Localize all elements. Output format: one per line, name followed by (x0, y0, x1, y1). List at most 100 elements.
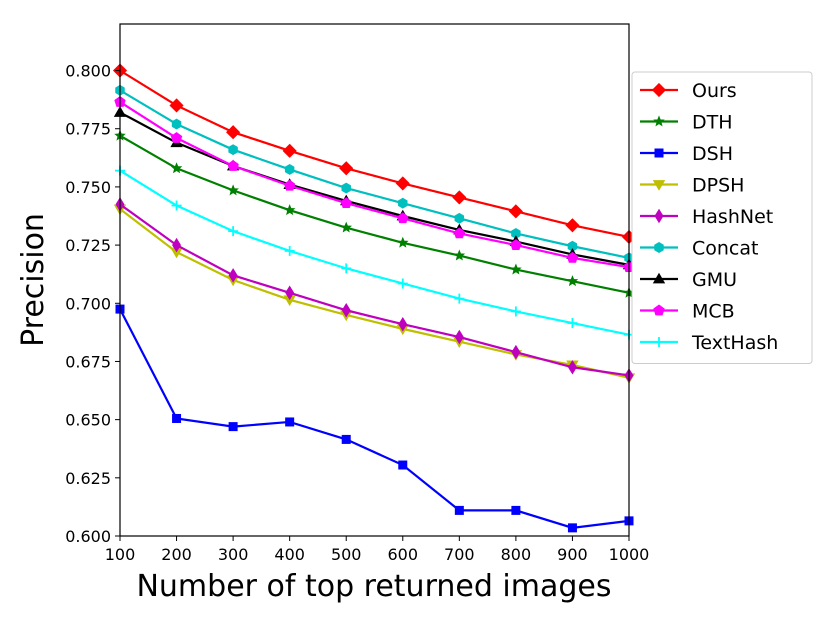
data-point-dsh-500 (341, 434, 351, 444)
x-tick-label: 300 (218, 545, 249, 564)
y-tick-label: 0.750 (65, 178, 111, 197)
data-point-dsh-400 (285, 417, 295, 427)
legend-label-concat: Concat (692, 238, 758, 260)
legend-item-mcb: MCB (640, 301, 735, 323)
series-line-gmu (119, 111, 630, 266)
legend-marker-mcb (653, 304, 665, 316)
data-point-concat-400 (284, 163, 295, 175)
data-point-hashnet-500 (341, 302, 351, 318)
data-point-mcb-500 (340, 197, 352, 209)
legend-marker-texthash (654, 337, 664, 347)
legend-label-ours: Ours (692, 80, 737, 102)
data-point-hashnet-900 (567, 360, 577, 375)
data-point-mcb-800 (510, 239, 522, 250)
plot-frame (119, 23, 630, 537)
series-line-dth (119, 134, 630, 294)
series-texthash (115, 165, 634, 340)
data-point-mcb-200 (170, 132, 183, 143)
legend-item-dth: DTH (640, 112, 733, 134)
series-ours (112, 63, 637, 245)
legend-label-dth: DTH (692, 112, 733, 134)
data-point-ours-500 (339, 161, 354, 176)
data-point-hashnet-800 (511, 344, 521, 360)
data-point-dth-400 (283, 204, 296, 216)
y-tick-label: 0.675 (65, 352, 111, 371)
data-point-hashnet-400 (285, 285, 295, 301)
data-point-mcb-400 (283, 179, 296, 191)
y-tick-label: 0.600 (65, 527, 111, 546)
series-line-ours (119, 69, 630, 239)
legend-marker-gmu (652, 272, 666, 284)
data-point-concat-500 (341, 182, 351, 194)
data-point-mcb-300 (227, 159, 239, 171)
data-point-mcb-600 (397, 212, 409, 224)
legend-label-hashnet: HashNet (692, 206, 773, 228)
data-point-texthash-500 (341, 263, 352, 274)
data-point-concat-300 (228, 144, 238, 156)
legend-marker-hashnet (654, 208, 664, 224)
data-point-ours-400 (282, 143, 297, 158)
x-tick-label: 1000 (609, 545, 650, 564)
series-dth (114, 129, 635, 298)
data-point-texthash-400 (284, 245, 295, 256)
data-point-concat-700 (454, 212, 465, 224)
series-mcb (114, 95, 635, 273)
y-tick-label: 0.725 (65, 236, 111, 255)
x-tick-label: 500 (331, 545, 362, 564)
data-point-concat-600 (398, 197, 408, 209)
data-point-dsh-300 (228, 422, 238, 432)
series-line-dsh (119, 308, 630, 529)
series-line-concat (119, 89, 630, 259)
data-point-mcb-700 (453, 227, 466, 239)
y-tick-label: 0.650 (65, 411, 111, 430)
y-tick-label: 0.775 (65, 120, 111, 139)
legend-item-dpsh: DPSH (640, 175, 744, 197)
series-dpsh (113, 204, 636, 385)
data-point-dsh-800 (511, 505, 521, 515)
legend-item-ours: Ours (640, 80, 737, 102)
legend-box (631, 71, 813, 364)
x-tick-label: 900 (557, 545, 588, 564)
data-point-ours-900 (565, 218, 580, 233)
x-tick-label: 800 (501, 545, 532, 564)
data-point-dsh-700 (454, 505, 464, 515)
y-tick-label: 0.800 (65, 62, 111, 81)
legend-label-gmu: GMU (692, 269, 737, 291)
series-line-texthash (119, 169, 630, 336)
data-point-texthash-300 (228, 226, 239, 237)
y-axis-title: Precision (16, 213, 51, 347)
legend-label-texthash: TextHash (691, 332, 778, 354)
series-line-mcb (119, 101, 630, 269)
y-tick-label: 0.700 (65, 294, 111, 313)
x-tick-label: 600 (388, 545, 419, 564)
data-point-dth-300 (227, 184, 239, 196)
data-point-hashnet-200 (172, 237, 182, 253)
data-point-dth-700 (453, 249, 466, 261)
legend-marker-dpsh (652, 180, 666, 191)
legend-label-mcb: MCB (692, 301, 735, 323)
legend-item-gmu: GMU (640, 269, 737, 291)
legend-marker-ours (651, 82, 667, 98)
data-point-texthash-200 (171, 200, 182, 211)
data-point-dth-600 (397, 236, 409, 248)
x-tick-label: 100 (105, 545, 136, 564)
legend-marker-concat (654, 242, 664, 253)
legend-label-dsh: DSH (692, 143, 733, 165)
y-tick-label: 0.625 (65, 469, 111, 488)
x-axis-title: Number of top returned images (136, 569, 611, 604)
legend-label-dpsh: DPSH (692, 175, 744, 197)
data-point-mcb-900 (566, 251, 579, 263)
x-tick-label: 400 (274, 545, 305, 564)
series-hashnet (115, 197, 634, 383)
legend: Ours DTH DSH DPSH HashNet Concat GMU MCB TextHas… (631, 71, 813, 364)
legend-marker-dth (653, 115, 665, 127)
data-point-texthash-700 (454, 293, 465, 304)
legend-item-texthash: TextHash (640, 332, 778, 354)
data-point-texthash-800 (510, 306, 521, 317)
data-point-ours-700 (452, 190, 467, 205)
x-tick-label: 200 (161, 545, 192, 564)
data-point-dsh-900 (567, 523, 577, 533)
legend-item-concat: Concat (640, 238, 758, 260)
data-point-hashnet-300 (228, 268, 238, 283)
